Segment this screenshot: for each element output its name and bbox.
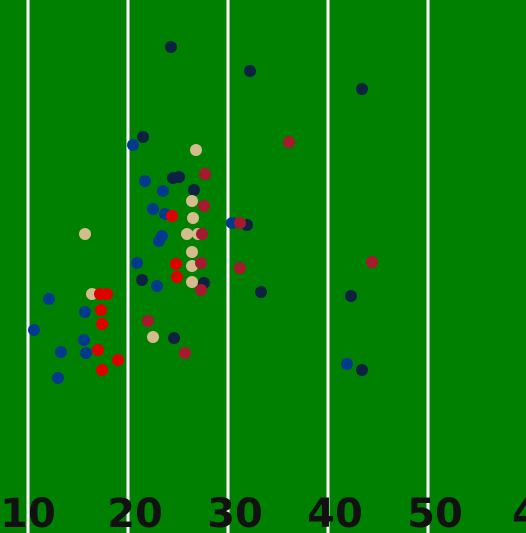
player-dot-defense-dark-navy-65 [356,364,368,376]
player-dot-offense-gold-17 [186,195,198,207]
player-dot-defense-royal-blue-14 [147,203,159,215]
player-dot-offense-maroon-41 [195,284,207,296]
player-dot-defense-royal-blue-62 [52,372,64,384]
yard-number-10: 10 [0,491,56,533]
player-dot-defense-dark-navy-3 [356,83,368,95]
player-dot-defense-royal-blue-8 [139,175,151,187]
player-dot-offense-red-60 [112,354,124,366]
player-dot-defense-royal-blue-49 [79,306,91,318]
player-dot-offense-maroon-52 [142,315,154,327]
player-dot-offense-red-50 [95,304,107,316]
player-dot-defense-royal-blue-58 [80,347,92,359]
player-dot-offense-maroon-28 [196,228,208,240]
player-dot-offense-red-51 [96,318,108,330]
player-dot-offense-maroon-7 [283,136,295,148]
player-dot-offense-maroon-19 [198,200,210,212]
player-dot-defense-royal-blue-47 [43,293,55,305]
player-dot-defense-dark-navy-2 [244,65,256,77]
player-dot-offense-maroon-33 [195,257,207,269]
player-dot-offense-gold-26 [181,228,193,240]
player-dot-offense-red-63 [96,364,108,376]
player-dot-defense-royal-blue-4 [127,139,139,151]
player-dot-offense-red-31 [170,258,182,270]
player-dot-offense-gold-6 [190,144,202,156]
yard-number-30: 30 [207,491,263,533]
player-dot-defense-royal-blue-38 [151,280,163,292]
player-dot-defense-dark-navy-1 [165,41,177,53]
player-dot-offense-gold-29 [186,246,198,258]
yard-number-50: 50 [407,491,463,533]
player-dot-offense-gold-39 [186,276,198,288]
player-dot-offense-red-45 [101,288,113,300]
player-dot-offense-gold-55 [147,331,159,343]
player-dot-defense-royal-blue-57 [55,346,67,358]
player-dot-defense-royal-blue-64 [341,358,353,370]
player-dot-defense-royal-blue-9 [157,185,169,197]
player-dot-defense-royal-blue-54 [78,334,90,346]
player-dot-offense-red-16 [166,210,178,222]
player-dot-defense-dark-navy-48 [345,290,357,302]
player-dot-defense-royal-blue-30 [131,257,143,269]
player-dot-offense-maroon-13 [199,168,211,180]
player-dot-defense-dark-navy-5 [137,131,149,143]
player-dot-offense-maroon-22 [234,217,246,229]
player-dot-defense-dark-navy-11 [173,171,185,183]
yard-number-partial: 4 [512,491,526,533]
player-dot-offense-red-37 [171,271,183,283]
player-dot-defense-dark-navy-56 [168,332,180,344]
player-dot-offense-maroon-35 [366,256,378,268]
player-dot-defense-royal-blue-25 [156,230,168,242]
player-dot-defense-dark-navy-12 [188,184,200,196]
player-dot-defense-royal-blue-53 [28,324,40,336]
player-dot-defense-dark-navy-46 [255,286,267,298]
player-dot-offense-gold-23 [79,228,91,240]
player-dot-offense-maroon-34 [234,262,246,274]
player-dot-offense-maroon-61 [179,347,191,359]
player-dot-offense-gold-18 [187,212,199,224]
player-dot-defense-dark-navy-36 [136,274,148,286]
player-dot-offense-red-59 [92,344,104,356]
yard-number-20: 20 [107,491,163,533]
yard-number-40: 40 [307,491,363,533]
